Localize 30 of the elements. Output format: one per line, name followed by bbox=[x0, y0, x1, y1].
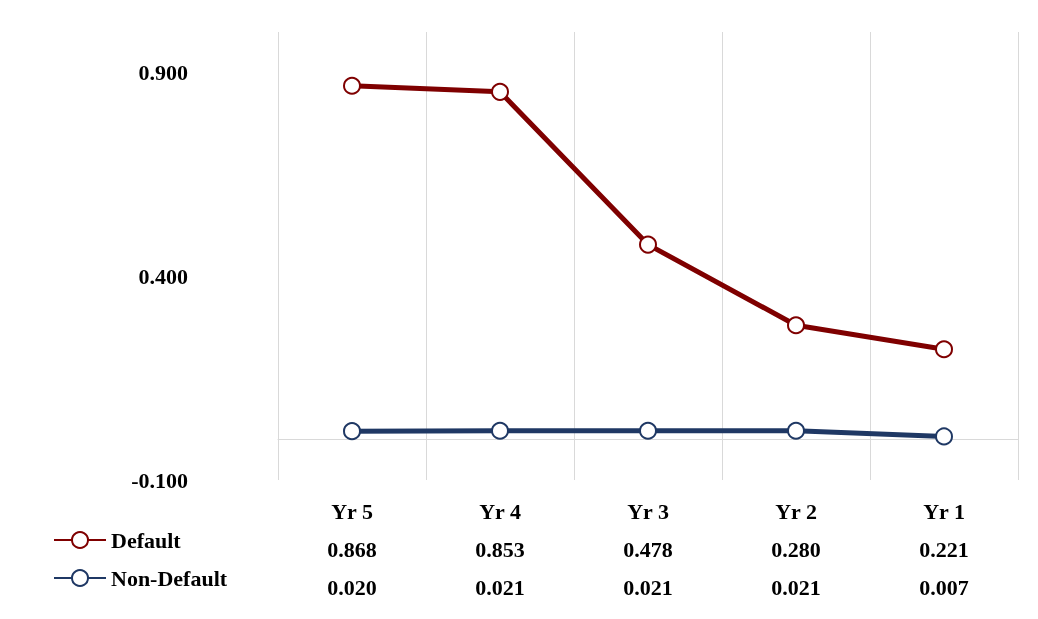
point bbox=[935, 427, 953, 446]
data-label: 0.868 bbox=[327, 536, 377, 562]
legend-label: Non-Default bbox=[111, 565, 228, 591]
x-tick-label: Yr 4 bbox=[479, 498, 521, 524]
point bbox=[787, 421, 805, 440]
data-label: 0.853 bbox=[475, 536, 525, 562]
y-tick-label: 0.400 bbox=[138, 263, 188, 289]
point bbox=[639, 421, 657, 440]
point bbox=[935, 340, 953, 359]
data-label: 0.020 bbox=[327, 574, 377, 600]
data-label: 0.021 bbox=[771, 574, 821, 600]
data-label: 0.021 bbox=[475, 574, 525, 600]
data-label: 0.007 bbox=[919, 574, 969, 600]
point bbox=[343, 76, 361, 95]
data-label: 0.478 bbox=[623, 536, 673, 562]
x-tick-label: Yr 5 bbox=[331, 498, 373, 524]
point bbox=[491, 421, 509, 440]
x-tick-label: Yr 3 bbox=[627, 498, 669, 524]
point bbox=[491, 82, 509, 101]
data-label: 0.280 bbox=[771, 536, 821, 562]
x-tick-label: Yr 1 bbox=[923, 498, 965, 524]
y-tick-label: -0.100 bbox=[131, 467, 188, 493]
point bbox=[343, 422, 361, 441]
point bbox=[787, 316, 805, 335]
point bbox=[639, 235, 657, 254]
x-tick-label: Yr 2 bbox=[775, 498, 817, 524]
data-label: 0.221 bbox=[919, 536, 969, 562]
data-label: 0.021 bbox=[623, 574, 673, 600]
y-tick-label: 0.900 bbox=[138, 60, 188, 86]
legend-label: Default bbox=[111, 527, 182, 553]
